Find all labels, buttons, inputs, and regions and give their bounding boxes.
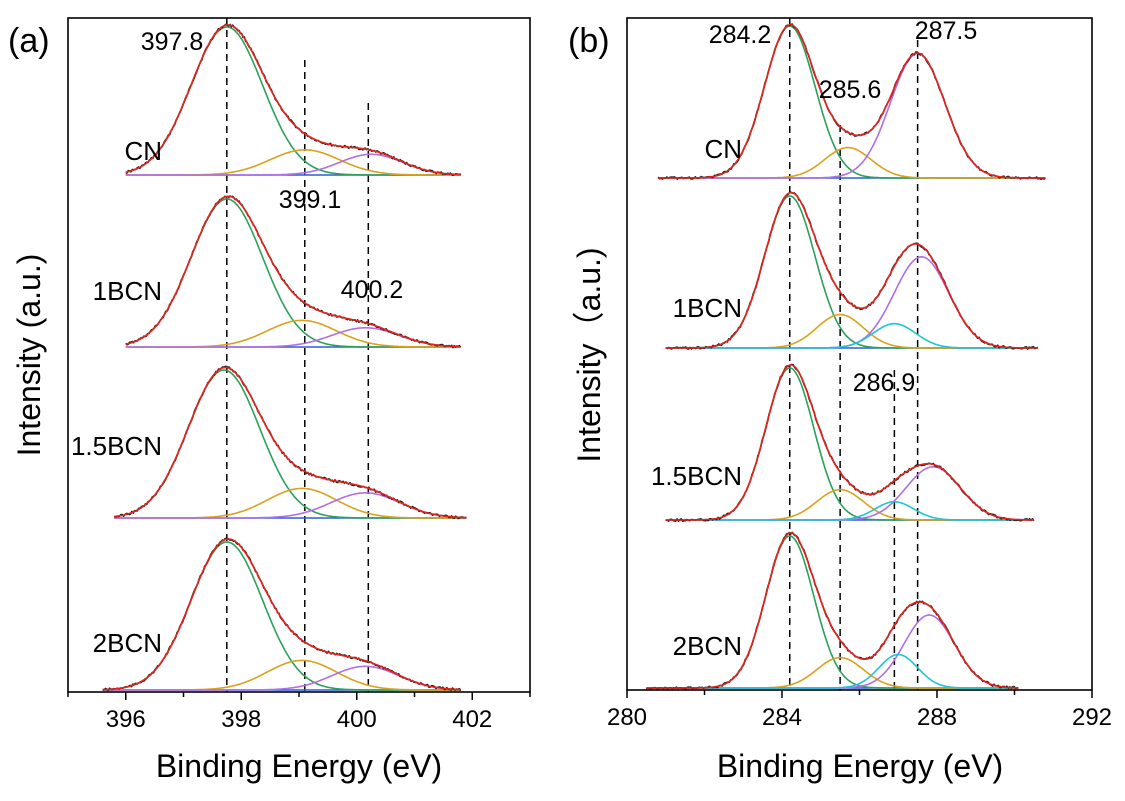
fitted-component-3 — [114, 491, 467, 519]
sample-name-label: 2BCN — [93, 628, 162, 658]
panel-a-x-axis: 396 398 400 402 — [67, 692, 531, 733]
fitted-envelope — [125, 24, 461, 176]
sample-name-label: 1BCN — [673, 293, 742, 323]
spectrum-0: CN — [124, 23, 462, 176]
raw-spectrum — [125, 195, 462, 349]
fitted-envelope — [665, 364, 1034, 521]
spectrum-2: 1.5BCN — [651, 363, 1035, 523]
peak-position-label: 285.6 — [819, 76, 882, 104]
fitted-component-2 — [102, 659, 461, 691]
sample-name-label: 1.5BCN — [651, 461, 742, 491]
panel-b-reference-lines — [789, 18, 919, 690]
panel-b-peak-labels: 284.2 285.6 286.9 287.5 — [709, 17, 978, 397]
sample-name-label: CN — [704, 134, 742, 164]
x-tick-label: 292 — [1072, 704, 1112, 731]
sample-name-label: 1BCN — [93, 276, 162, 306]
raw-spectrum — [113, 365, 467, 520]
raw-spectrum — [645, 531, 1019, 690]
peak-position-label: 284.2 — [709, 21, 772, 49]
spectrum-1: 1BCN — [665, 191, 1039, 350]
panel-a-letter: (a) — [8, 22, 50, 60]
x-tick-label: 280 — [607, 704, 647, 731]
panel-b-y-axis-label: Intensity（a.u.) — [571, 247, 607, 462]
peak-position-label: 287.5 — [915, 17, 978, 45]
fitted-envelope — [646, 532, 1019, 689]
fitted-component-2 — [646, 656, 1019, 689]
panel-b-x-axis: 280 284 288 292 — [607, 690, 1112, 731]
panel-b-letter: (b) — [568, 22, 610, 60]
fitted-envelope — [102, 538, 461, 691]
panel-a-peak-labels: 397.8 399.1 400.2 — [141, 28, 404, 304]
spectrum-3: 2BCN — [645, 531, 1019, 690]
panel-a-n1s: CN 1BCN 1.5BCN 2BCN 396 398 400 402 397.8 399.1… — [8, 17, 531, 784]
sample-name-label: 2BCN — [673, 631, 742, 661]
spectrum-1: 1BCN — [93, 195, 462, 349]
fitted-component-1 — [665, 367, 1034, 521]
fitted-component-1 — [125, 198, 461, 348]
panel-b-x-axis-label: Binding Energy (eV) — [717, 748, 1003, 784]
peak-position-label: 397.8 — [141, 28, 204, 56]
fitted-component-4 — [665, 322, 1038, 349]
panel-a-reference-lines — [226, 18, 370, 692]
x-tick-label: 288 — [917, 704, 957, 731]
panel-b-plot-frame — [626, 17, 1093, 691]
fitted-envelope — [658, 23, 1046, 179]
x-tick-label: 402 — [452, 706, 492, 733]
panel-b-c1s: CN 1BCN 1.5BCN 2BCN 280 284 288 292 284.2 285.6… — [568, 17, 1112, 784]
peak-position-label: 286.9 — [853, 369, 916, 397]
fitted-component-2 — [125, 319, 461, 348]
raw-spectrum — [665, 191, 1039, 350]
fitted-component-1 — [646, 535, 1019, 689]
panel-a-x-axis-label: Binding Energy (eV) — [156, 748, 442, 784]
fitted-component-2 — [125, 149, 461, 176]
peak-position-label: 399.1 — [279, 186, 342, 214]
x-tick-label: 398 — [221, 706, 261, 733]
fitted-component-1 — [665, 195, 1038, 349]
panel-a-y-axis-label: Intensity (a.u.) — [11, 254, 47, 457]
sample-name-label: 1.5BCN — [71, 431, 162, 461]
fitted-envelope — [665, 191, 1038, 349]
x-tick-label: 400 — [337, 706, 377, 733]
peak-position-label: 400.2 — [341, 276, 404, 304]
sample-name-label: CN — [124, 136, 162, 166]
x-tick-label: 396 — [106, 706, 146, 733]
spectrum-3: 2BCN — [93, 537, 462, 692]
fitted-component-2 — [665, 488, 1034, 521]
x-tick-label: 284 — [762, 704, 802, 731]
fitted-envelope — [125, 195, 461, 348]
fitted-component-4 — [665, 500, 1034, 521]
panel-a-plot-frame — [67, 17, 531, 693]
spectrum-2: 1.5BCN — [71, 365, 467, 520]
panel-b-spectra: CN 1BCN 1.5BCN 2BCN — [645, 23, 1046, 690]
spectrum-0: CN — [657, 23, 1046, 180]
raw-spectrum — [665, 363, 1035, 523]
fitted-component-1 — [114, 369, 467, 519]
fitted-envelope — [114, 366, 467, 519]
fitted-component-3 — [125, 326, 461, 348]
panel-a-spectra: CN 1BCN 1.5BCN 2BCN — [71, 23, 467, 692]
